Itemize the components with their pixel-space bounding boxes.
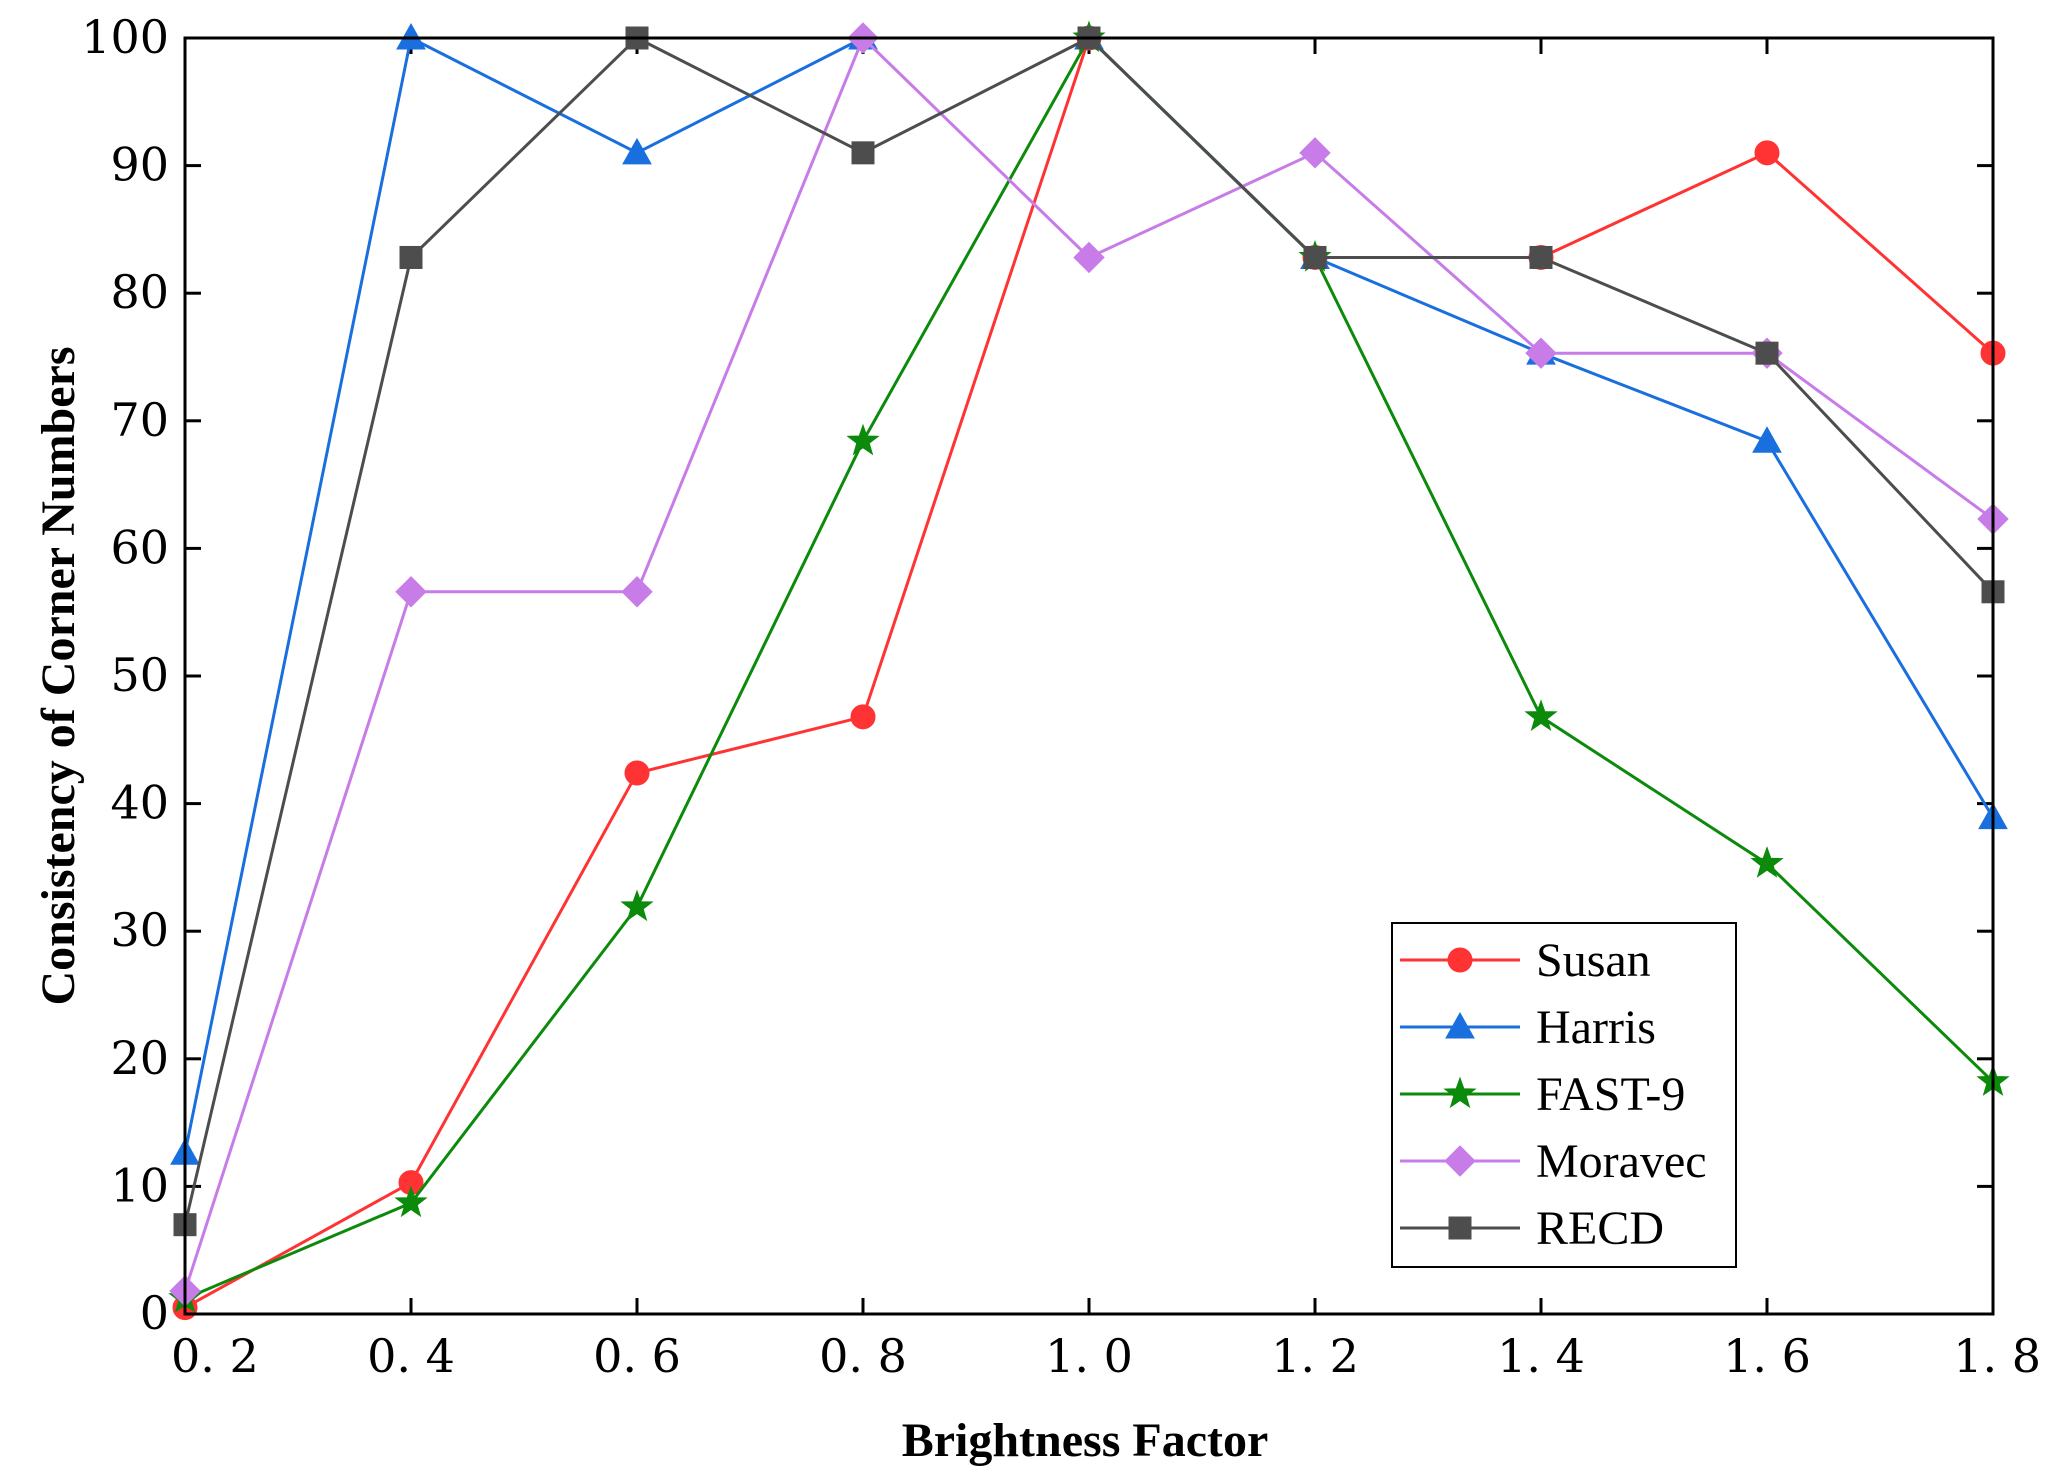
legend-item-harris: Harris bbox=[1400, 1001, 1656, 1054]
x-tick-label: 0. 6 bbox=[593, 1329, 681, 1383]
legend-label-susan: Susan bbox=[1536, 934, 1651, 987]
y-tick-label: 90 bbox=[110, 138, 169, 192]
x-tick-label: 0. 4 bbox=[367, 1329, 455, 1383]
data-point-moravec bbox=[395, 576, 427, 608]
legend-marker-susan bbox=[1447, 947, 1473, 973]
legend-marker-harris bbox=[1445, 1011, 1475, 1039]
data-point-recd bbox=[1529, 245, 1553, 269]
legend: Susan Harris FAST-9 Moravec RECD bbox=[1391, 922, 1737, 1268]
data-point-harris bbox=[622, 137, 652, 165]
data-point-fast-9 bbox=[846, 423, 880, 456]
data-point-moravec bbox=[1299, 137, 1331, 169]
y-tick-label: 30 bbox=[110, 903, 169, 957]
data-point-susan bbox=[1754, 140, 1780, 166]
legend-item-recd: RECD bbox=[1400, 1202, 1664, 1255]
x-axis-ticks: 0. 2 0. 4 0. 6 0. 8 1. 0 1. 2 1. 4 1. 6 1. 8 bbox=[171, 38, 2041, 1383]
data-point-fast-9 bbox=[394, 1185, 428, 1218]
x-axis-title: Brightness Factor bbox=[902, 1414, 1269, 1467]
legend-marker-fast-9 bbox=[1443, 1076, 1477, 1109]
legend-marker-moravec bbox=[1444, 1145, 1476, 1177]
data-point-recd bbox=[851, 141, 875, 165]
data-point-fast-9 bbox=[1524, 699, 1558, 732]
y-tick-label: 80 bbox=[110, 265, 169, 319]
legend-marker-recd bbox=[1448, 1216, 1472, 1240]
data-point-fast-9 bbox=[1750, 846, 1784, 878]
y-tick-label: 70 bbox=[110, 393, 169, 447]
y-tick-label: 10 bbox=[110, 1158, 169, 1212]
x-tick-label: 1. 4 bbox=[1497, 1329, 1585, 1383]
x-tick-label: 0. 8 bbox=[819, 1329, 907, 1383]
legend-item-fast-9: FAST-9 bbox=[1400, 1068, 1685, 1121]
x-tick-label: 1. 8 bbox=[1953, 1329, 2041, 1383]
legend-label-fast-9: FAST-9 bbox=[1536, 1068, 1685, 1121]
x-tick-label: 1. 0 bbox=[1045, 1329, 1133, 1383]
y-tick-label: 60 bbox=[110, 520, 169, 574]
y-tick-label: 0 bbox=[140, 1286, 169, 1340]
x-tick-label: 0. 2 bbox=[171, 1329, 259, 1383]
y-tick-label: 50 bbox=[110, 648, 169, 702]
data-point-fast-9 bbox=[620, 889, 654, 922]
data-point-harris bbox=[1752, 426, 1782, 453]
data-point-recd bbox=[1755, 341, 1779, 365]
plot-frame bbox=[183, 36, 1995, 1316]
legend-item-susan: Susan bbox=[1400, 934, 1651, 987]
y-tick-label: 20 bbox=[110, 1031, 169, 1085]
data-point-recd bbox=[1303, 245, 1327, 269]
x-tick-label: 1. 2 bbox=[1271, 1329, 1359, 1383]
y-tick-label: 40 bbox=[110, 776, 169, 830]
y-axis-title: Consistency of Corner Numbers bbox=[32, 346, 85, 1005]
legend-label-recd: RECD bbox=[1536, 1202, 1664, 1255]
y-tick-label: 100 bbox=[81, 10, 169, 64]
legend-label-harris: Harris bbox=[1536, 1001, 1656, 1054]
data-point-recd bbox=[399, 245, 423, 269]
data-point-moravec bbox=[1525, 337, 1557, 369]
x-tick-label: 1. 6 bbox=[1723, 1329, 1811, 1383]
data-point-moravec bbox=[1073, 241, 1105, 274]
data-point-susan bbox=[624, 760, 650, 786]
legend-label-moravec: Moravec bbox=[1536, 1135, 1707, 1188]
y-axis-ticks: 0 10 20 30 40 50 60 70 80 90 100 bbox=[81, 10, 1993, 1340]
data-point-moravec bbox=[621, 576, 653, 608]
data-point-susan bbox=[850, 704, 876, 730]
legend-item-moravec: Moravec bbox=[1400, 1135, 1707, 1188]
